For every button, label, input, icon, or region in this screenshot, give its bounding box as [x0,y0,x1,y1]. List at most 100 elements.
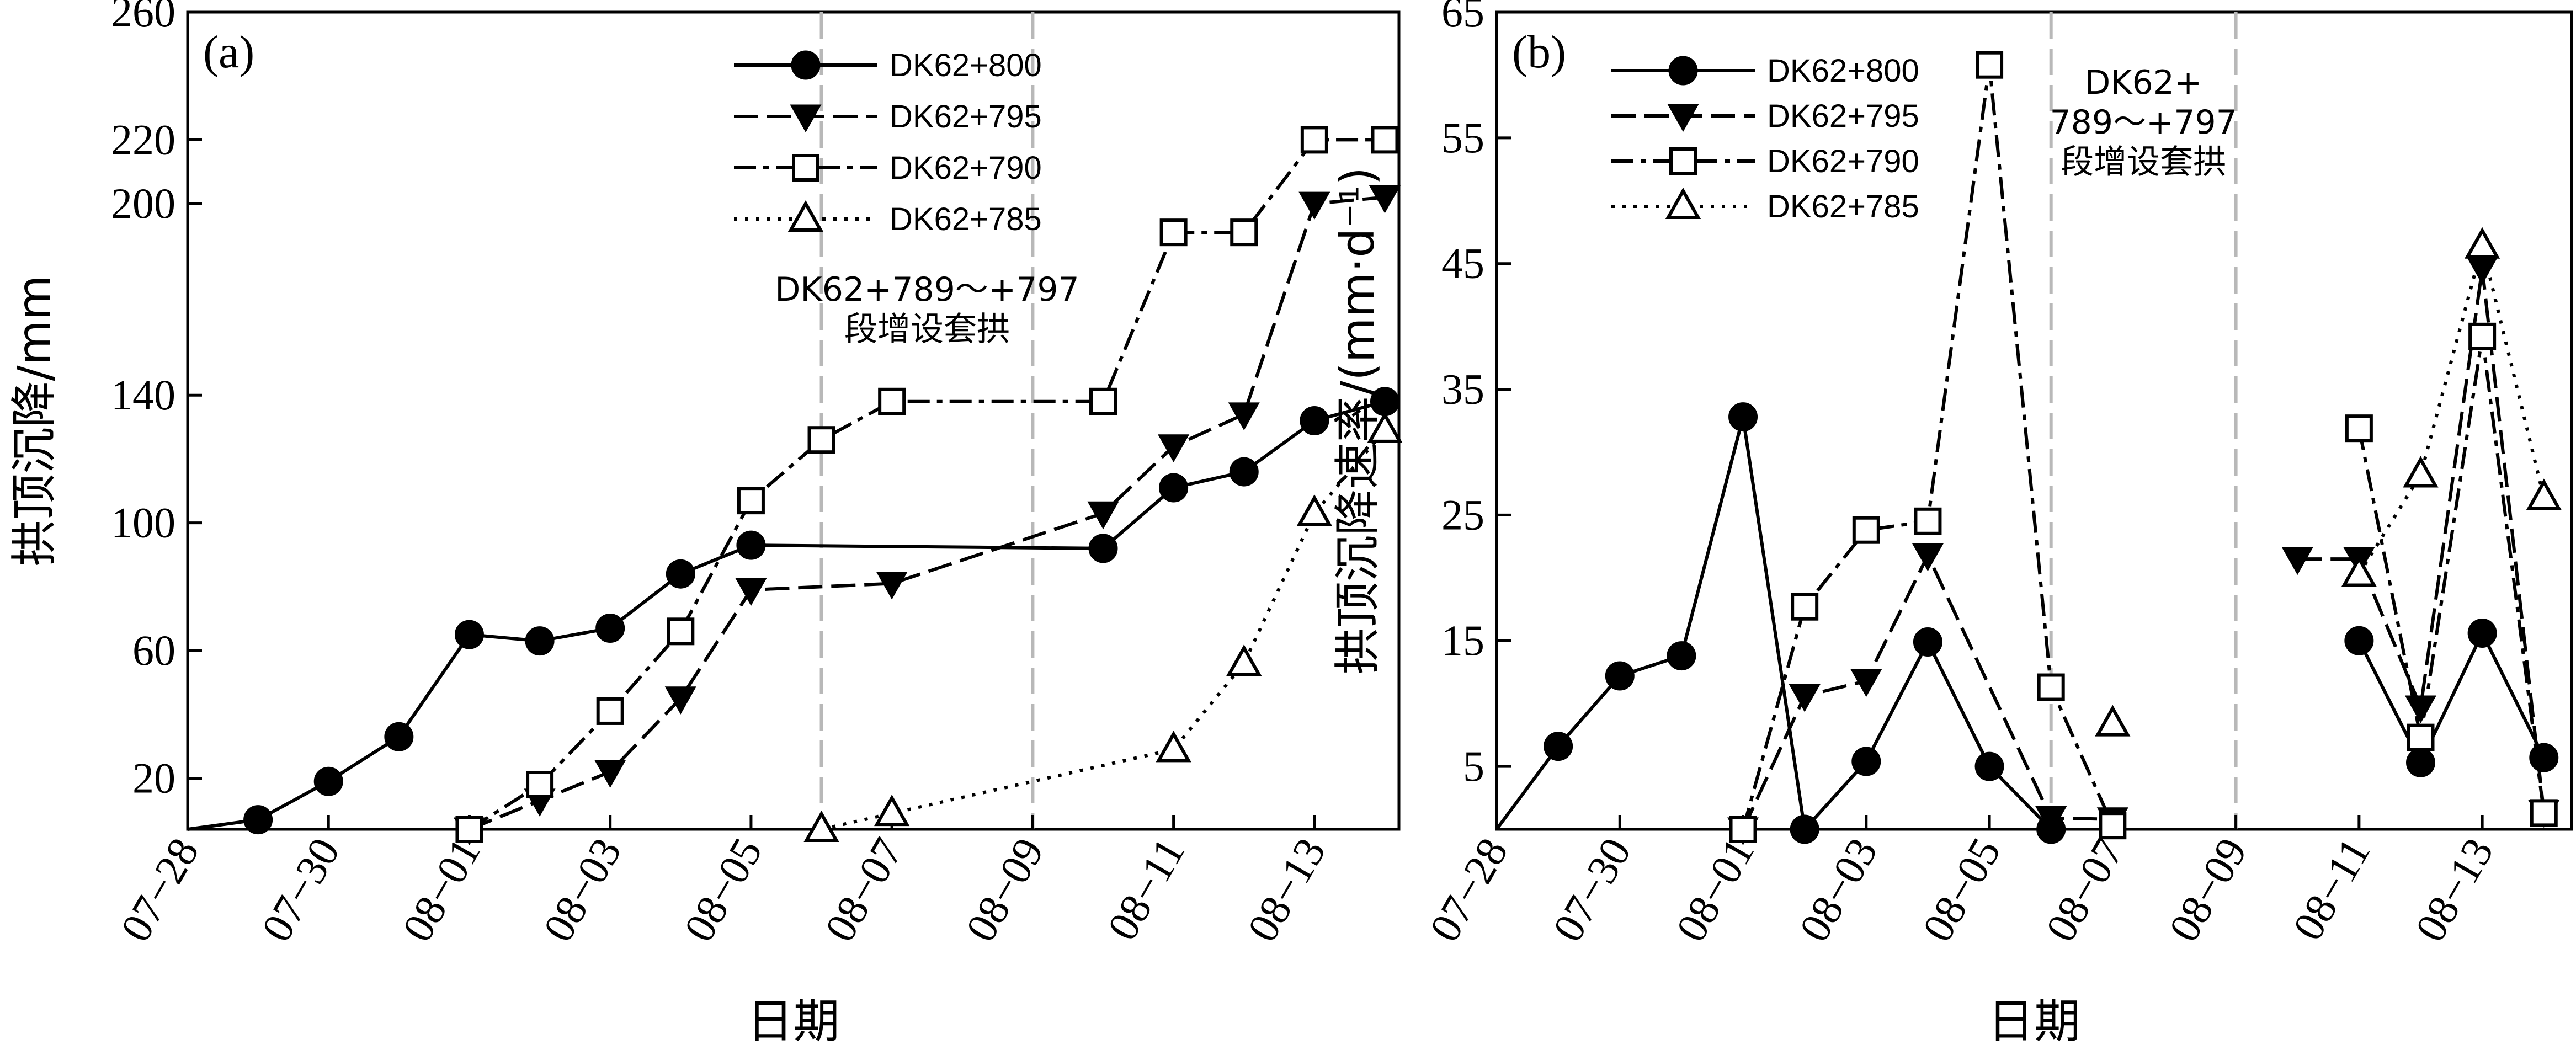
data-point [1158,434,1190,462]
data-point [1300,406,1329,435]
annotation-text: 段增设套拱 [2061,143,2226,182]
x-tick-label: 08−09 [956,830,1053,950]
data-point [1912,543,1944,572]
x-axis-title: 日期 [747,994,839,1048]
x-tick-label: 08−07 [816,830,912,950]
x-tick-label: 07−28 [1420,830,1516,950]
data-point [243,805,273,835]
data-point [1976,51,2004,79]
annotation-text: 段增设套拱 [844,310,1010,349]
y-tick-label: 5 [1463,742,1484,790]
data-point [1369,185,1401,214]
y-tick-label: 45 [1441,239,1484,287]
legend-label: DK62+795 [890,99,1042,135]
series-DK62+790 [455,126,1399,843]
data-point [2345,414,2373,443]
series-line [2357,629,2546,767]
series-line [1741,65,2115,830]
data-point [874,794,910,827]
data-point [2344,626,2374,655]
data-point [1088,534,1118,563]
annotation-text: 789～+797 [2050,103,2237,142]
data-point [1159,218,1188,247]
data-point [2099,812,2127,840]
data-point [2526,478,2562,510]
plot-frame [1495,10,2573,831]
data-point [1226,644,1262,676]
series-DK62+795 [453,185,1401,846]
data-point [1790,814,1819,844]
y-tick-label: 20 [132,754,175,802]
series-line [187,399,1386,831]
data-point [1789,684,1821,712]
x-axis-title: 日期 [1988,994,2080,1048]
data-point [2465,227,2500,259]
data-point [1230,218,1258,247]
series-line [469,195,1385,831]
data-point [1728,402,1758,432]
x-tick-label: 08−05 [1913,830,2009,950]
annotation-text: DK62+789～+797 [775,270,1079,309]
legend-label: DK62+800 [890,47,1042,83]
data-point [384,722,414,751]
data-point [1371,126,1399,154]
data-point [313,766,343,796]
legend-label: DK62+790 [890,150,1042,186]
data-point [1791,593,1819,621]
x-tick-label: 08−03 [1790,830,1886,950]
x-tick-label: 08−03 [534,830,630,950]
series-line [2357,246,2546,575]
x-tick-label: 07−30 [252,830,349,950]
data-point [1729,816,1757,843]
data-point [2403,456,2439,488]
data-point [1229,457,1259,487]
data-point [1850,669,1882,697]
y-tick-label: 35 [1441,365,1484,413]
data-point [1367,411,1403,443]
legend-label: DK62+790 [1767,143,1919,179]
data-point [737,487,765,515]
x-tick-label: 08−09 [2159,830,2256,950]
data-point [1089,387,1117,415]
y-tick-label: 55 [1441,114,1484,162]
y-tick-label: 260 [111,0,175,36]
data-point [1913,627,1942,657]
legend-marker [787,200,824,232]
data-point [455,816,483,843]
series-DK62+785 [2095,227,2562,737]
data-point [1852,516,1880,544]
data-point [666,559,695,589]
x-tick-label: 08−01 [393,830,489,950]
series-DK62+785 [803,411,1403,842]
data-point [803,810,839,842]
data-point [1974,751,2004,781]
series-line [821,429,1386,831]
y-tick-label: 65 [1441,0,1484,36]
data-point [526,771,554,799]
data-point [2466,257,2498,285]
x-tick-label: 08−05 [674,830,771,950]
x-tick-label: 08−13 [1238,830,1334,950]
legend-marker [1668,56,1698,86]
data-point [1298,191,1330,220]
data-point [596,697,624,725]
x-tick-label: 08−13 [2406,830,2503,950]
data-point [2468,322,2497,350]
data-point [736,530,766,560]
x-tick-label: 08−11 [2284,830,2380,948]
y-tick-label: 100 [111,499,175,547]
data-point [1300,126,1328,154]
y-tick-label: 200 [111,179,175,227]
x-tick-label: 08−01 [1667,830,1763,950]
series-DK62+800 [187,387,1399,835]
legend-label: DK62+785 [1767,189,1919,225]
y-tick-label: 220 [111,115,175,163]
panel-label: (a) [203,26,254,78]
data-point [807,426,835,454]
data-point [525,626,555,656]
data-point [1228,402,1260,430]
y-tick-label: 140 [111,371,175,419]
